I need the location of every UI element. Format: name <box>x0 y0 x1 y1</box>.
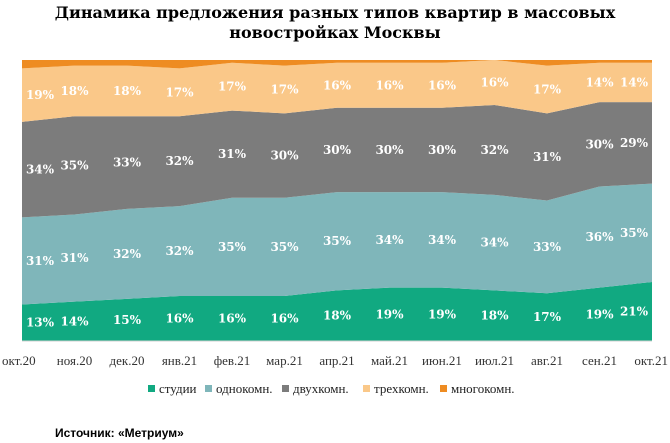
legend-label: студии <box>159 381 197 396</box>
data-label: 35% <box>60 158 89 172</box>
area-series-0 <box>22 281 652 341</box>
data-label: 16% <box>375 78 404 92</box>
x-tick-label: мар.21 <box>266 353 303 368</box>
data-label: 19% <box>585 307 614 321</box>
x-tick-label: янв.21 <box>162 353 197 368</box>
data-label: 31% <box>60 251 89 265</box>
legend-label: однокомн. <box>216 381 273 396</box>
data-label: 17% <box>218 80 247 94</box>
data-label: 32% <box>113 247 142 261</box>
data-label: 16% <box>323 78 352 92</box>
data-label: 35% <box>270 240 299 254</box>
data-label: 33% <box>533 240 562 254</box>
data-label: 32% <box>165 244 194 258</box>
area-series-1 <box>22 183 652 305</box>
data-label: 16% <box>480 76 509 90</box>
x-tick-label: окт.21 <box>634 353 668 368</box>
x-tick-label: авг.21 <box>531 353 563 368</box>
x-tick-label: фев.21 <box>214 353 251 368</box>
data-label: 17% <box>165 85 194 99</box>
data-label: 13% <box>26 316 55 330</box>
data-label: 30% <box>270 149 299 163</box>
data-label: 18% <box>323 309 352 323</box>
legend-item: трехкомн. <box>363 381 429 396</box>
legend-swatch <box>205 385 212 392</box>
x-tick-label: июл.21 <box>475 353 514 368</box>
data-label: 35% <box>323 234 352 248</box>
legend-swatch <box>440 385 447 392</box>
x-tick-label: дек.20 <box>110 353 145 368</box>
legend-item: многокомн. <box>440 381 515 396</box>
data-label: 18% <box>113 84 142 98</box>
data-label: 34% <box>428 233 457 247</box>
data-label: 31% <box>26 254 55 268</box>
data-label: 17% <box>533 310 562 324</box>
data-label: 17% <box>533 83 562 97</box>
data-label: 16% <box>218 312 247 326</box>
data-label: 19% <box>26 88 55 102</box>
data-label: 18% <box>480 309 509 323</box>
legend-item: двухкомн. <box>282 381 349 396</box>
data-label: 35% <box>620 226 649 240</box>
data-label: 30% <box>323 143 352 157</box>
chart-title-line-1: Динамика предложения разных типов кварти… <box>55 3 616 22</box>
plot-area: 13% 14% 15% 16% 16% 16% 18% 19% 19% 18% 17% 19% 21% 3… <box>22 60 652 341</box>
legend-item: однокомн. <box>205 381 273 396</box>
legend-label: трехкомн. <box>374 381 429 396</box>
legend-swatch <box>282 385 289 392</box>
data-label: 30% <box>375 143 404 157</box>
data-label: 16% <box>428 78 457 92</box>
data-label: 30% <box>428 143 457 157</box>
chart-title-line-2: новостройках Москвы <box>229 23 440 42</box>
data-label: 32% <box>480 143 509 157</box>
data-label: 19% <box>428 307 457 321</box>
data-label: 15% <box>113 313 142 327</box>
x-tick-label: ноя.20 <box>57 353 92 368</box>
x-tick-label: окт.20 <box>2 353 36 368</box>
legend-item: студии <box>148 381 197 396</box>
legend: студии однокомн. двухкомн. трехкомн. многоко… <box>148 381 515 396</box>
data-label: 34% <box>480 236 509 250</box>
data-label: 21% <box>620 305 649 319</box>
data-label: 19% <box>375 307 404 321</box>
data-label: 18% <box>60 84 89 98</box>
area-series-4 <box>22 60 652 69</box>
data-label: 32% <box>165 154 194 168</box>
data-label: 31% <box>218 147 247 161</box>
data-label: 16% <box>270 312 299 326</box>
legend-label: двухкомн. <box>293 381 349 396</box>
chart-title: Динамика предложения разных типов кварти… <box>55 3 616 42</box>
data-label: 36% <box>585 230 614 244</box>
data-label: 34% <box>26 163 55 177</box>
data-label: 16% <box>165 312 194 326</box>
data-label: 30% <box>585 137 614 151</box>
data-label: 14% <box>620 76 649 90</box>
legend-label: многокомн. <box>451 381 515 396</box>
data-label: 31% <box>533 150 562 164</box>
data-label: 33% <box>113 156 142 170</box>
data-label: 17% <box>270 83 299 97</box>
x-tick-label: май.21 <box>371 353 408 368</box>
legend-swatch <box>363 385 370 392</box>
x-tick-label: сен.21 <box>582 353 617 368</box>
data-label: 35% <box>218 240 247 254</box>
source-note: Источник: «Метриум» <box>55 426 184 440</box>
data-label: 29% <box>620 136 649 150</box>
x-tick-label: апр.21 <box>319 353 354 368</box>
x-axis: окт.20 ноя.20 дек.20 янв.21 фев.21 мар.21 апр.… <box>2 340 668 368</box>
data-label: 34% <box>375 233 404 247</box>
legend-swatch <box>148 385 155 392</box>
data-label: 14% <box>585 76 614 90</box>
x-tick-label: июн.21 <box>422 353 462 368</box>
data-label: 14% <box>60 314 89 328</box>
area-series-3 <box>22 60 652 122</box>
area-series-2 <box>22 102 652 218</box>
